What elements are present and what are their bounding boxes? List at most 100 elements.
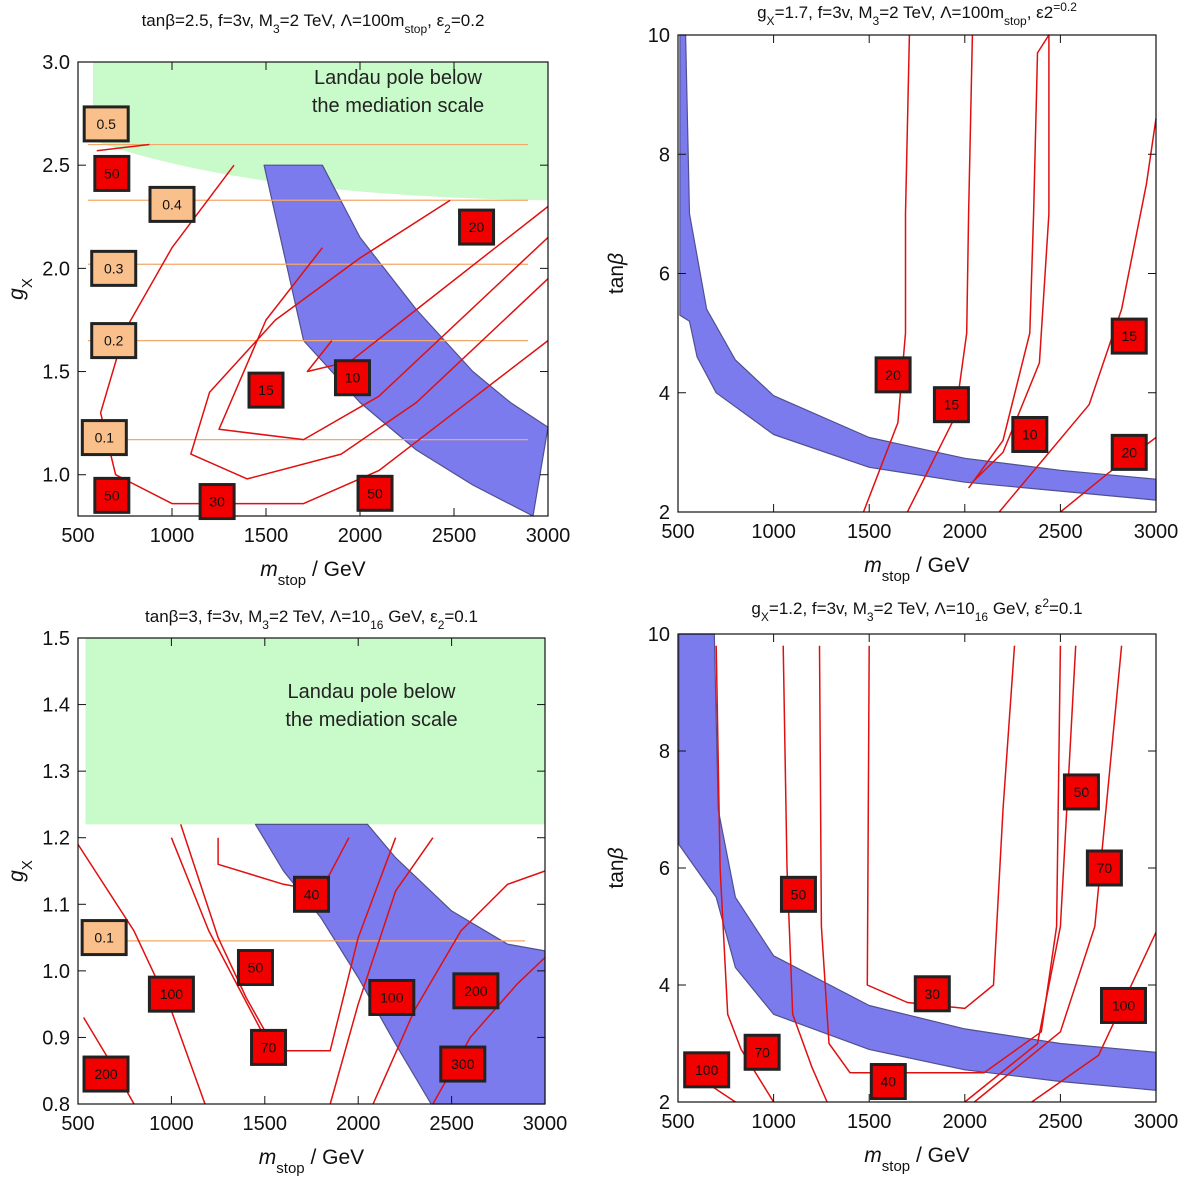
- y-tick-label: 1.5: [42, 362, 70, 384]
- contour-line: [998, 118, 1157, 513]
- title-part: =2 TeV, Λ=10: [269, 607, 370, 626]
- contour-label: 0.4: [148, 185, 196, 223]
- contour-label-text: 200: [94, 1066, 118, 1082]
- contour-label-text: 10: [345, 370, 361, 386]
- contour-chart-4: 500 1000 1500 2000 2500 3000 2 4 6 8 10 50 50 70 30 100…: [605, 596, 1179, 1175]
- title-part: X: [761, 610, 769, 624]
- x-tick-label: 2000: [943, 521, 988, 543]
- contour-label: 30: [198, 483, 236, 521]
- contour-chart-1: Landau pole below the mediation scale 500 1…: [5, 11, 570, 589]
- contour-label-box: [356, 474, 394, 512]
- contour-label-box: [82, 1055, 130, 1093]
- contour-label-box: [90, 322, 138, 360]
- x-tick-label: 1000: [150, 525, 195, 547]
- contour-label-text: 70: [754, 1044, 770, 1060]
- title-part: =1.7, f=3v, M: [775, 3, 873, 22]
- contour-line: [782, 645, 828, 1103]
- panel-bottom-left: Landau pole below the mediation scale 500 1…: [0, 594, 598, 1188]
- contour-label-text: 15: [258, 382, 274, 398]
- title-part: 3: [873, 14, 880, 28]
- contour-label: 40: [293, 875, 330, 913]
- chart-title: gX=1.2, f=3v, M3=2 TeV, Λ=1016 GeV, ε2=0…: [751, 596, 1082, 624]
- x-tick-label: 1500: [244, 525, 289, 547]
- x-tick-label: 500: [661, 1111, 694, 1133]
- title-part: 2: [1042, 596, 1049, 610]
- contour-label-text: 50: [1074, 784, 1090, 800]
- contour-label-text: 70: [1097, 860, 1113, 876]
- contour-label: 50: [93, 154, 131, 192]
- contour-label-box: [1110, 433, 1148, 471]
- chart-title: gX=1.7, f=3v, M3=2 TeV, Λ=100mstop, ε2=0…: [757, 0, 1077, 28]
- contour-label-text: 15: [944, 397, 960, 413]
- contour-label-text: 10: [1022, 426, 1038, 442]
- title-part: GeV, ε: [988, 599, 1043, 618]
- title-part: stop: [404, 22, 427, 36]
- contour-label-box: [932, 386, 970, 424]
- y-axis-label: gX: [5, 860, 36, 882]
- contour-label: 20: [1110, 433, 1148, 471]
- contour-label-text: 0.4: [162, 196, 182, 212]
- x-tick-label: 1500: [847, 1111, 892, 1133]
- contour-label: 200: [82, 1055, 130, 1093]
- contour-label: 50: [356, 474, 394, 512]
- contour-label-text: 100: [160, 986, 184, 1002]
- contour-label-box: [1110, 317, 1148, 355]
- title-part: 16: [370, 618, 384, 632]
- contour-chart-2: 500 1000 1500 2000 2500 3000 2 4 6 8 10 20 15 10 15 20 g…: [605, 0, 1179, 585]
- x-tick-label: 2500: [1038, 1111, 1083, 1133]
- contour-label: 70: [250, 1028, 288, 1066]
- contour-label-box: [236, 949, 274, 987]
- contour-label-box: [333, 359, 371, 397]
- panel-top-right: 500 1000 1500 2000 2500 3000 2 4 6 8 10 20 15 10 15 20 g…: [598, 0, 1197, 594]
- contour-line: [99, 164, 549, 505]
- landau-pole-label: the mediation scale: [312, 95, 484, 117]
- y-tick-label: 0.8: [42, 1094, 70, 1116]
- contour-label-text: 300: [451, 1056, 475, 1072]
- contour-label-text: 0.2: [104, 333, 124, 349]
- contour-label-text: 100: [1112, 997, 1136, 1013]
- contour-label: 0.2: [90, 322, 138, 360]
- contour-label: 50: [236, 949, 274, 987]
- y-tick-label: 2: [659, 502, 670, 524]
- title-part: g: [751, 599, 760, 618]
- title-part: =0.2: [451, 11, 485, 30]
- contour-label-box: [1062, 773, 1100, 811]
- contour-label: 30: [913, 975, 951, 1013]
- contour-label-box: [80, 419, 128, 457]
- y-tick-label: 8: [659, 144, 670, 166]
- contour-label-box: [148, 185, 196, 223]
- y-tick-label: 1.5: [42, 628, 70, 650]
- landau-pole-label: Landau pole below: [288, 681, 456, 703]
- x-tick-label: 2500: [432, 525, 477, 547]
- title-part: stop: [1004, 14, 1027, 28]
- x-axis-label: mstop / GeV: [259, 1146, 364, 1177]
- contour-label: 300: [439, 1045, 487, 1083]
- contour-label-box: [80, 919, 128, 957]
- contour-label-text: 200: [464, 983, 488, 999]
- contour-line: [218, 236, 549, 441]
- contour-label-box: [82, 105, 130, 143]
- x-tick-label: 3000: [1134, 521, 1179, 543]
- x-tick-label: 1000: [751, 1111, 796, 1133]
- y-tick-label: 10: [648, 624, 670, 646]
- y-tick-label: 4: [659, 975, 670, 997]
- contour-line: [906, 34, 974, 513]
- contour-label-box: [93, 154, 131, 192]
- chart-title: tanβ=3, f=3v, M3=2 TeV, Λ=1016 GeV, ε2=0…: [145, 607, 478, 632]
- contour-label-text: 50: [791, 886, 807, 902]
- y-tick-label: 3.0: [42, 52, 70, 74]
- contour-label-box: [368, 978, 416, 1016]
- title-part: tanβ=3, f=3v, M: [145, 607, 262, 626]
- contour-label: 15: [247, 371, 285, 409]
- panel-bottom-right: 500 1000 1500 2000 2500 3000 2 4 6 8 10 50 50 70 30 100…: [598, 594, 1197, 1188]
- y-tick-label: 6: [659, 858, 670, 880]
- x-tick-label: 2000: [943, 1111, 988, 1133]
- title-part: 2: [444, 22, 451, 36]
- contour-label-box: [247, 371, 285, 409]
- contour-label: 20: [458, 208, 496, 246]
- contour-label: 15: [932, 386, 970, 424]
- contour-label: 200: [452, 972, 500, 1010]
- contour-label-box: [683, 1051, 731, 1089]
- y-tick-label: 1.2: [42, 828, 70, 850]
- x-tick-label: 3000: [1134, 1111, 1179, 1133]
